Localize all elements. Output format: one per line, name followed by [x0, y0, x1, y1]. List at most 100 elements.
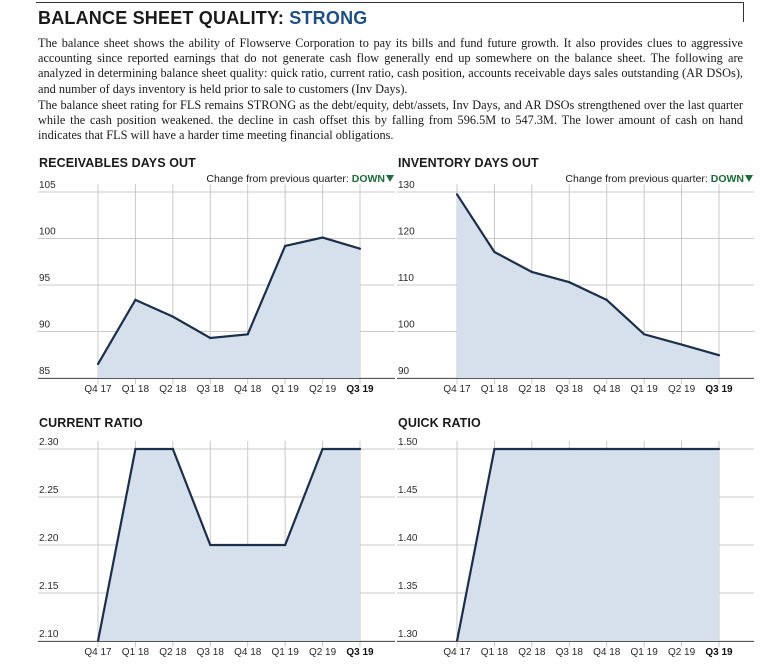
- data-point: [246, 543, 249, 547]
- change-label: Change from previous quarter:: [206, 173, 349, 185]
- receivables-days-chart: 85 90 95 100 105 Q4 17 Q1 18 Q2 18 Q3 18 Q4 18 Q1 …: [38, 180, 395, 395]
- data-point: [209, 336, 212, 340]
- data-point: [605, 447, 608, 451]
- data-point: [568, 281, 571, 284]
- x-tick-label: Q2 19: [309, 647, 337, 658]
- x-tick-label: Q1 19: [272, 384, 300, 395]
- data-point: [284, 244, 287, 248]
- y-tick-label: 100: [39, 227, 56, 238]
- receivables-days-title: RECEIVABLES DAYS OUT: [39, 156, 196, 170]
- x-tick-label: Q2 18: [518, 384, 546, 395]
- y-tick-label: 2.10: [39, 629, 59, 640]
- quick-ratio-title: QUICK RATIO: [398, 416, 481, 430]
- change-value: DOWN: [351, 173, 385, 185]
- data-point: [171, 315, 174, 318]
- data-point: [530, 447, 533, 451]
- x-tick-label: Q4 18: [593, 647, 621, 658]
- y-tick-label: 105: [39, 180, 56, 191]
- x-tick-label: Q1 18: [481, 384, 509, 395]
- intro-paragraph: The balance sheet shows the ability of F…: [38, 36, 743, 96]
- y-tick-label: 90: [398, 366, 410, 377]
- area-fill: [457, 194, 719, 378]
- headline-prefix: BALANCE SHEET QUALITY:: [38, 8, 285, 28]
- y-tick-label: 2.15: [39, 581, 59, 592]
- series-line: [455, 447, 719, 642]
- data-point: [134, 298, 137, 301]
- data-point: [134, 447, 137, 451]
- y-tick-label: 2.30: [39, 437, 59, 448]
- y-tick-label: 1.45: [398, 485, 418, 496]
- x-tick-label: Q1 18: [481, 647, 509, 658]
- y-tick-label: 95: [39, 273, 51, 284]
- x-tick-label: Q4 18: [593, 384, 621, 395]
- y-tick-label: 100: [398, 320, 415, 331]
- data-point: [171, 447, 174, 451]
- headline-rating: STRONG: [289, 8, 368, 28]
- x-tick-label: Q2 19: [668, 647, 696, 658]
- x-tick-label: Q4 17: [443, 384, 471, 395]
- y-tick-label: 1.40: [398, 533, 418, 544]
- data-point: [680, 343, 683, 346]
- x-tick-label: Q4 18: [234, 384, 262, 395]
- area-fill: [457, 449, 719, 641]
- current-ratio-chart: 2.10 2.15 2.20 2.25 2.30 Q4 17 Q1 18 Q2 18 Q3 18…: [38, 437, 395, 658]
- x-tick-label: Q3 19: [346, 647, 374, 658]
- series-line: [97, 236, 361, 365]
- data-point: [530, 270, 533, 274]
- change-label: Change from previous quarter:: [565, 173, 708, 185]
- y-tick-label: 130: [398, 180, 415, 191]
- x-tick-label: Q2 18: [159, 647, 187, 658]
- down-triangle-icon: [386, 175, 394, 182]
- y-tick-label: 2.25: [39, 485, 59, 496]
- x-tick-label: Q1 19: [272, 647, 300, 658]
- x-tick-label: Q1 18: [122, 384, 150, 395]
- data-point: [321, 236, 324, 239]
- inventory-days-title: INVENTORY DAYS OUT: [398, 156, 539, 170]
- x-tick-label: Q4 17: [84, 384, 112, 395]
- data-point: [96, 362, 100, 366]
- series-line: [456, 193, 720, 357]
- change-value: DOWN: [710, 173, 744, 185]
- y-tick-label: 90: [39, 320, 51, 331]
- data-point: [717, 447, 721, 451]
- y-tick-label: 120: [398, 227, 415, 238]
- y-tick-label: 85: [39, 366, 51, 377]
- x-tick-label: Q3 18: [556, 384, 584, 395]
- data-point: [605, 298, 608, 301]
- x-tick-label: Q4 17: [443, 647, 471, 658]
- data-point: [493, 250, 496, 254]
- x-tick-label: Q1 18: [122, 647, 150, 658]
- x-tick-label: Q3 18: [197, 647, 225, 658]
- right-rule: [743, 2, 744, 22]
- y-tick-label: 1.50: [398, 437, 418, 448]
- data-point: [358, 247, 362, 250]
- data-point: [284, 543, 287, 547]
- rating-paragraph: The balance sheet rating for FLS remains…: [38, 98, 743, 143]
- y-tick-label: 110: [398, 273, 414, 284]
- current-ratio-panel: CURRENT RATIO 2.10 2.15 2.20 2.25 2.30 Q4 17 Q…: [38, 416, 398, 658]
- inventory-change-note: Change from previous quarter: DOWN: [565, 173, 753, 185]
- y-tick-label: 1.30: [398, 629, 418, 640]
- x-tick-label: Q4 18: [234, 647, 262, 658]
- x-tick-label: Q2 19: [309, 384, 337, 395]
- x-tick-label: Q3 19: [705, 384, 733, 395]
- area-fill: [98, 237, 360, 378]
- y-tick-label: 2.20: [39, 533, 59, 544]
- x-tick-label: Q4 17: [84, 647, 112, 658]
- x-tick-label: Q1 19: [631, 647, 659, 658]
- data-point: [321, 447, 324, 451]
- x-tick-label: Q2 19: [668, 384, 696, 395]
- x-tick-label: Q2 18: [159, 384, 187, 395]
- data-point: [568, 447, 571, 451]
- x-tick-label: Q3 19: [346, 384, 374, 395]
- data-point: [643, 447, 646, 451]
- x-tick-label: Q3 19: [705, 647, 733, 658]
- x-tick-label: Q1 19: [631, 384, 659, 395]
- inventory-days-chart: 90 100 110 120 130 Q4 17 Q1 18 Q2 18 Q3 18 Q4 18 Q…: [397, 180, 754, 395]
- quick-ratio-panel: QUICK RATIO 1.30 1.35 1.40 1.45 1.50 Q4 17 Q1 …: [397, 416, 757, 658]
- data-point: [246, 333, 249, 336]
- quick-ratio-chart: 1.30 1.35 1.40 1.45 1.50 Q4 17 Q1 18 Q2 18 Q3 18…: [397, 437, 754, 658]
- data-point: [493, 447, 496, 451]
- down-triangle-icon: [745, 175, 753, 182]
- section-headline: BALANCE SHEET QUALITY: STRONG: [38, 8, 367, 29]
